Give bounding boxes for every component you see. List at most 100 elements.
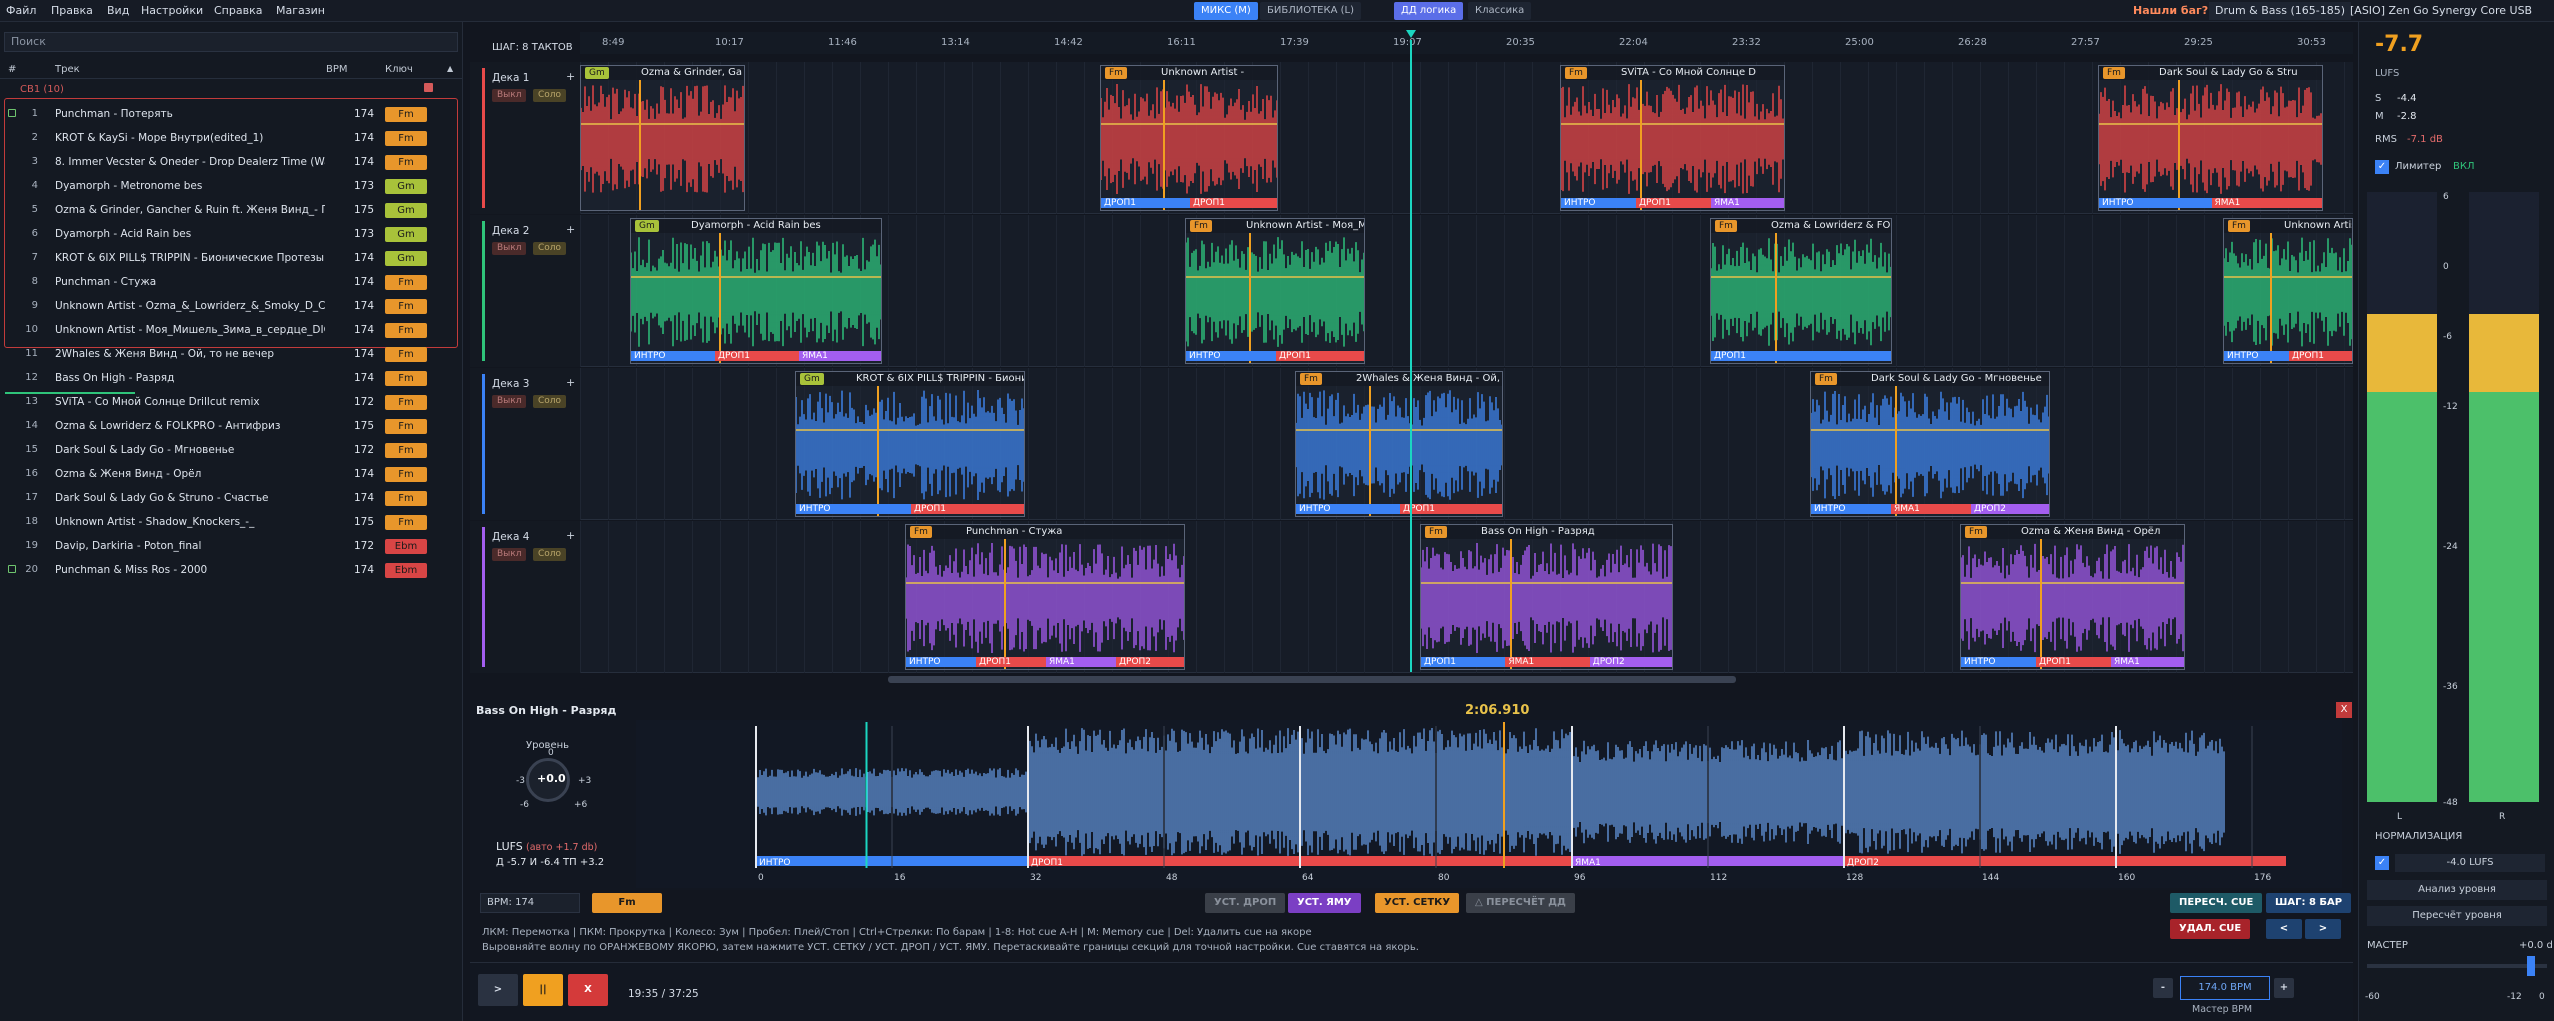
next-cue-button[interactable]: > xyxy=(2305,919,2341,939)
editor-section[interactable] xyxy=(1844,856,2286,866)
clip-section[interactable] xyxy=(664,198,745,208)
tab-mix[interactable]: МИКС (M) xyxy=(1194,2,1258,20)
limiter-checkbox[interactable]: ✓ xyxy=(2375,160,2389,174)
lock-icon[interactable] xyxy=(8,109,16,117)
set-grid-button[interactable]: УСТ. СЕТКУ xyxy=(1375,893,1460,913)
clip-section[interactable]: ДРОП1 xyxy=(1101,198,1190,208)
level-knob[interactable]: +0.0 xyxy=(526,758,570,802)
menu-settings[interactable]: Настройки xyxy=(141,4,204,17)
bpm-minus-button[interactable]: - xyxy=(2153,978,2173,998)
step-button[interactable]: ШАГ: 8 БАР xyxy=(2266,893,2352,913)
clip-section[interactable]: ДРОП1 xyxy=(976,657,1046,667)
editor-close-button[interactable]: X xyxy=(2336,702,2352,718)
report-bug-link[interactable]: Нашли баг? xyxy=(2133,4,2209,17)
audio-device[interactable]: [ASIO] Zen Go Synergy Core USB xyxy=(2350,4,2533,17)
sort-up-icon[interactable]: ▲ xyxy=(447,64,454,73)
list-item[interactable]: 17 Dark Soul & Lady Go & Struno - Счастье… xyxy=(0,487,462,511)
track-key[interactable]: Ebm xyxy=(385,539,427,554)
clip[interactable]: Bass On High - Разряд Fm ДРОП1 ЯМА1 ДРОП2 xyxy=(1420,524,1673,670)
stop-button[interactable]: X xyxy=(568,974,608,1006)
step-label[interactable]: ШАГ: 8 ТАКТОВ xyxy=(492,42,573,53)
track-key[interactable]: Fm xyxy=(385,275,427,290)
list-item[interactable]: 16 Ozma & Женя Винд - Орёл 174 Fm xyxy=(0,463,462,487)
master-slider[interactable] xyxy=(2367,964,2547,968)
cue-marker[interactable] xyxy=(1163,80,1166,210)
deck-mute-button[interactable]: Выкл xyxy=(492,395,527,408)
clip-section[interactable]: ИНТРО xyxy=(2099,198,2212,208)
cue-marker[interactable] xyxy=(2039,539,2042,669)
track-key[interactable]: Fm xyxy=(385,491,427,506)
track-key[interactable]: Fm xyxy=(385,419,427,434)
clip-section[interactable]: ДРОП2 xyxy=(1971,504,2049,514)
clip-section[interactable]: ДРОП1 xyxy=(2036,657,2111,667)
clip-section[interactable]: ЯМА1 xyxy=(2211,198,2322,208)
deck-lane[interactable]: KROT & 6IX PILL$ TRIPPIN - Биони Gm ИНТР… xyxy=(580,368,2353,520)
list-item[interactable]: 8 Punchman - Стужа 174 Fm xyxy=(0,271,462,295)
track-key[interactable]: Fm xyxy=(385,515,427,530)
clip-section[interactable]: ДРОП1 xyxy=(1400,504,1502,514)
clip-section[interactable]: ДРОП1 xyxy=(1190,198,1277,208)
cue-marker[interactable] xyxy=(1639,80,1642,210)
track-key[interactable]: Fm xyxy=(385,155,427,170)
clip[interactable]: Unknown Artis Fm ИНТРО ДРОП1 xyxy=(2223,218,2353,364)
track-key[interactable]: Fm xyxy=(385,299,427,314)
clip-section[interactable]: ИНТРО xyxy=(1811,504,1891,514)
list-item[interactable]: 7 KROT & 6IX PILL$ TRIPPIN - Бионические … xyxy=(0,247,462,271)
editor-waveform[interactable]: ИНТРО ДРОП1 ЯМА1 ДРОП2 0 16 32 48 64 80 96 112 128 14… xyxy=(636,720,2342,888)
track-key[interactable]: Gm xyxy=(385,203,427,218)
cue-marker[interactable] xyxy=(2177,80,2180,210)
list-item[interactable]: 9 Unknown Artist - Ozma_&_Lowriderz_&_Smo… xyxy=(0,295,462,319)
clip-section[interactable]: ДРОП2 xyxy=(1116,657,1184,667)
clip-section[interactable]: ИНТРО xyxy=(796,504,911,514)
clip-section[interactable]: ЯМА1 xyxy=(1891,504,1971,514)
playhead-marker-icon[interactable] xyxy=(1406,30,1416,38)
tab-library[interactable]: БИБЛИОТЕКА (L) xyxy=(1260,2,1361,20)
list-item[interactable]: 4 Dyamorph - Metronome bes 173 Gm xyxy=(0,175,462,199)
list-item[interactable]: 15 Dark Soul & Lady Go - Мгновенье 172 Fm xyxy=(0,439,462,463)
track-key[interactable]: Fm xyxy=(385,467,427,482)
norm-target[interactable]: -4.0 LUFS xyxy=(2395,854,2545,872)
clip-section[interactable]: ИНТРО xyxy=(1186,351,1276,361)
logic-classic[interactable]: Классика xyxy=(1468,2,1532,20)
lock-icon[interactable] xyxy=(8,565,16,573)
cue-marker[interactable] xyxy=(638,80,641,210)
col-track[interactable]: Трек xyxy=(55,64,80,75)
clip[interactable]: Dark Soul & Lady Go & Stru Fm ИНТРО ЯМА1 xyxy=(2098,65,2323,211)
deck-lane[interactable]: Dyamorph - Acid Rain bes Gm ИНТРО ДРОП1 ЯМ… xyxy=(580,215,2353,367)
deck-solo-button[interactable]: Соло xyxy=(533,242,567,255)
master-bpm-field[interactable]: 174.0 BPM xyxy=(2180,976,2270,1000)
menu-help[interactable]: Справка xyxy=(214,4,263,17)
clip[interactable]: Punchman - Стужа Fm ИНТРО ДРОП1 ЯМА1 ДРОП2 xyxy=(905,524,1185,670)
track-key[interactable]: Fm xyxy=(385,347,427,362)
track-key[interactable]: Gm xyxy=(385,179,427,194)
clip[interactable]: KROT & 6IX PILL$ TRIPPIN - Биони Gm ИНТР… xyxy=(795,371,1025,517)
recalc-dd-button[interactable]: △ ПЕРЕСЧЁТ ДД xyxy=(1466,893,1575,913)
deck-lane[interactable]: Punchman - Стужа Fm ИНТРО ДРОП1 ЯМА1 ДРОП2 … xyxy=(580,521,2353,673)
clip[interactable]: Ozma & Женя Винд - Орёл Fm ИНТРО ДРОП1 ЯМА… xyxy=(1960,524,2185,670)
list-item[interactable]: 1 Punchman - Потерять 174 Fm xyxy=(0,103,462,127)
deck-add-icon[interactable]: + xyxy=(566,223,576,236)
track-key[interactable]: Gm xyxy=(385,227,427,242)
list-item[interactable]: 3 8. Immer Vecster & Oneder - Drop Dealer… xyxy=(0,151,462,175)
list-item[interactable]: 2 KROT & KaySi - Море Внутри(edited_1) 174… xyxy=(0,127,462,151)
clip-section[interactable]: ЯМА1 xyxy=(1711,198,1784,208)
cue-marker[interactable] xyxy=(719,233,722,363)
clip-section[interactable]: ЯМА1 xyxy=(1046,657,1116,667)
clip-section[interactable]: ДРОП1 xyxy=(715,351,799,361)
deck-solo-button[interactable]: Соло xyxy=(533,548,567,561)
track-key[interactable]: Fm xyxy=(385,371,427,386)
list-item[interactable]: 10 Unknown Artist - Моя_Мишель_Зима_в_сер… xyxy=(0,319,462,343)
recalc-level-button[interactable]: Пересчёт уровня xyxy=(2367,906,2547,926)
clip[interactable]: SViTA - Со Мной Солнце D Fm ИНТРО ДРОП1 ЯМ… xyxy=(1560,65,1785,211)
list-item[interactable]: 13 SViTA - Со Мной Солнце Drillcut remix 1… xyxy=(0,391,462,415)
col-key[interactable]: Ключ xyxy=(385,64,413,75)
track-key[interactable]: Gm xyxy=(385,251,427,266)
group-lock-icon[interactable] xyxy=(424,83,433,92)
deck-solo-button[interactable]: Соло xyxy=(533,89,567,102)
clip-section[interactable]: ИНТРО xyxy=(906,657,976,667)
set-pit-button[interactable]: УСТ. ЯМУ xyxy=(1288,893,1361,913)
time-ruler[interactable]: 8:49 10:17 11:46 13:14 14:42 16:11 17:39 19:07 2… xyxy=(580,32,2353,54)
clip[interactable]: Dark Soul & Lady Go - Мгновенье Fm ИНТРО… xyxy=(1810,371,2050,517)
col-num[interactable]: # xyxy=(8,64,17,75)
cue-marker[interactable] xyxy=(1509,539,1512,669)
